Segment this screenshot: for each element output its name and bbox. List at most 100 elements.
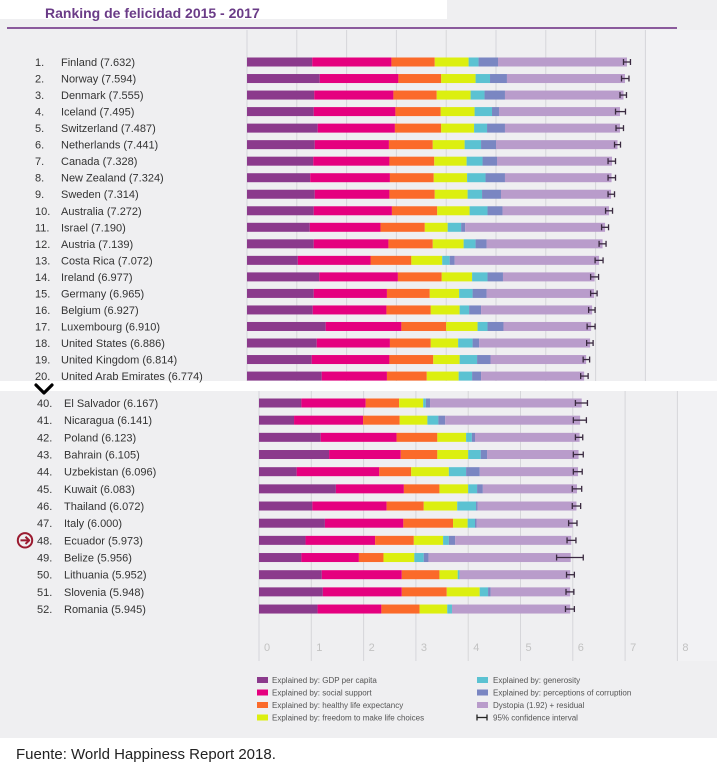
bar-segment-health xyxy=(388,140,433,150)
legend: Explained by: GDP per capita Explained by… xyxy=(257,676,631,723)
bar-segment-generosity xyxy=(458,338,473,348)
bar-segment-dystopia xyxy=(506,74,625,84)
country-label: Bahrain (6.105) xyxy=(64,450,140,462)
bar-segment-dystopia xyxy=(476,518,573,528)
country-label: Switzerland (7.487) xyxy=(61,123,156,135)
rank-label: 40. xyxy=(37,398,52,410)
bar-segment-freedom xyxy=(432,140,465,150)
bar-segment-health xyxy=(403,484,440,494)
confidence-interval xyxy=(574,400,589,406)
bar-segment-health xyxy=(389,189,435,199)
bar-row: 20. United Arab Emirates (6.774) xyxy=(35,371,589,383)
bar-row: 51. Slovenia (5.948) xyxy=(37,587,575,599)
legend-swatch xyxy=(477,689,488,696)
bar-segment-social xyxy=(335,484,404,494)
country-label: Italy (6.000) xyxy=(64,518,122,530)
bar-segment-freedom xyxy=(430,305,460,315)
x-tick-label: 0 xyxy=(264,642,270,654)
bar-segment-dystopia xyxy=(502,206,610,216)
confidence-interval xyxy=(607,174,617,181)
bar-segment-generosity xyxy=(475,74,491,84)
bar-segment-dystopia xyxy=(479,338,591,348)
country-label: Costa Rica (7.072) xyxy=(61,255,153,267)
bar-segment-social xyxy=(322,587,402,597)
chart-panel-1: 1. Finland (7.632) 2. Norway (7.594) 3. Denma… xyxy=(35,30,646,383)
bar-segment-social xyxy=(319,74,399,84)
bar-segment-generosity xyxy=(469,206,488,216)
bar-row: 50. Lithuania (5.952) xyxy=(37,570,576,582)
bar-segment-freedom xyxy=(411,255,443,265)
rank-label: 4. xyxy=(35,107,44,119)
bar-segment-generosity xyxy=(479,587,489,597)
bar-segment-generosity xyxy=(472,272,488,282)
bar-segment-social xyxy=(312,57,392,67)
bar-segment-generosity xyxy=(448,467,467,477)
legend-label: Explained by: social support xyxy=(272,689,372,698)
confidence-interval xyxy=(567,520,578,527)
bar-segment-corruption xyxy=(485,173,505,183)
bar-segment-freedom xyxy=(424,222,448,232)
bar-segment-social xyxy=(314,90,394,100)
bar-segment-generosity xyxy=(459,355,478,365)
country-label: Lithuania (5.952) xyxy=(64,570,147,582)
legend-label: 95% confidence interval xyxy=(493,714,578,723)
confidence-interval xyxy=(607,158,617,165)
bar-segment-health xyxy=(398,74,442,84)
rank-label: 44. xyxy=(37,467,52,479)
bar-segment-corruption xyxy=(469,305,482,315)
bar-segment-social xyxy=(312,305,387,315)
bar-segment-generosity xyxy=(447,222,462,232)
bar-row: 42. Poland (6.123) xyxy=(37,432,584,444)
confidence-interval xyxy=(587,306,596,313)
bar-segment-health xyxy=(370,255,412,265)
bar-segment-gdp xyxy=(259,467,297,477)
confidence-interval xyxy=(598,240,607,247)
bar-segment-health xyxy=(386,305,431,315)
bar-segment-gdp xyxy=(247,222,310,232)
bar-segment-health xyxy=(379,467,412,477)
rank-label: 45. xyxy=(37,484,52,496)
bar-segment-gdp xyxy=(247,156,314,166)
bar-segment-social xyxy=(301,553,359,563)
bar-segment-gdp xyxy=(247,321,326,331)
bar-segment-health xyxy=(395,107,441,117)
bar-segment-generosity xyxy=(463,239,476,249)
bar-segment-social xyxy=(301,398,366,408)
country-label: Ecuador (5.973) xyxy=(64,535,143,547)
bar-segment-health xyxy=(389,156,435,166)
country-label: Austria (7.139) xyxy=(61,239,133,251)
legend-swatch xyxy=(477,702,488,708)
country-label: New Zealand (7.324) xyxy=(61,173,164,185)
bar-row: 40. El Salvador (6.167) xyxy=(37,398,589,410)
legend-item-ci: 95% confidence interval xyxy=(476,714,578,723)
bar-segment-corruption xyxy=(466,467,480,477)
bar-segment-social xyxy=(309,222,381,232)
confidence-interval xyxy=(582,356,591,363)
bar-segment-gdp xyxy=(247,288,314,298)
bar-row: 9. Sweden (7.314) xyxy=(35,189,616,201)
bar-row: 6. Netherlands (7.441) xyxy=(35,140,622,152)
bar-segment-generosity xyxy=(464,140,482,150)
rank-label: 3. xyxy=(35,90,44,102)
bar-segment-social xyxy=(319,272,398,282)
bar-segment-dystopia xyxy=(430,398,582,408)
bar-segment-gdp xyxy=(247,305,313,315)
bar-segment-freedom xyxy=(383,553,415,563)
legend-item-gdp: Explained by: GDP per capita xyxy=(257,676,377,685)
bar-segment-dystopia xyxy=(428,553,571,563)
confidence-interval xyxy=(571,503,582,510)
bar-segment-social xyxy=(317,604,382,614)
bar-segment-freedom xyxy=(434,156,467,166)
bar-segment-dystopia xyxy=(481,305,593,315)
confidence-interval xyxy=(555,554,584,561)
country-label: United Arab Emirates (6.774) xyxy=(61,371,203,383)
bar-segment-health xyxy=(403,518,454,528)
bar-segment-freedom xyxy=(434,189,468,199)
bar-segment-social xyxy=(313,107,396,117)
x-tick-label: 2 xyxy=(369,642,375,654)
arrow-right-circle-icon xyxy=(16,532,34,549)
bar-segment-freedom xyxy=(432,239,464,249)
bar-segment-social xyxy=(329,450,401,460)
bar-segment-freedom xyxy=(441,272,473,282)
bar-segment-freedom xyxy=(399,398,424,408)
